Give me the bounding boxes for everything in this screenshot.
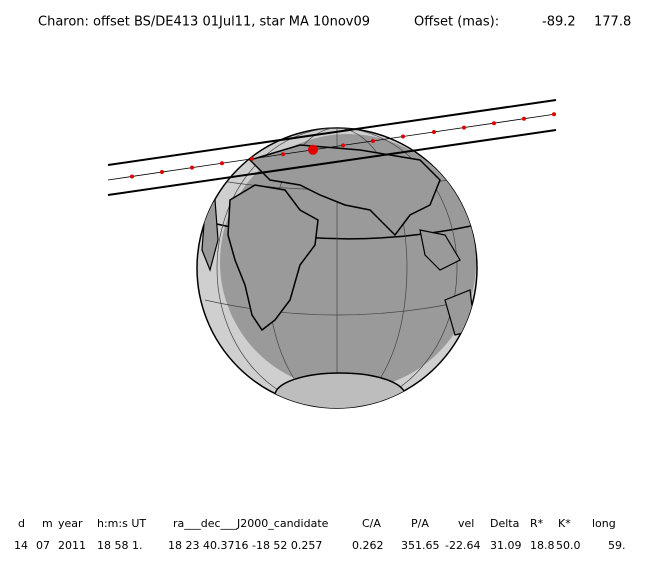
column-header: K* — [558, 517, 571, 530]
column-header: R* — [530, 517, 544, 530]
cell: 18 58 1. — [97, 539, 142, 552]
cell: 18 23 40.3716 -18 52 0.257 — [168, 539, 322, 552]
column-header: d — [18, 517, 25, 530]
column-header: C/A — [362, 517, 381, 530]
cell: 2011 — [58, 539, 86, 552]
column-header: ra___dec___J2000_candidate — [173, 517, 329, 530]
column-header: long — [592, 517, 616, 530]
column-header: vel — [458, 517, 474, 530]
table-row: 14 07 2011 18 58 1. 18 23 40.3716 -18 52 0.2… — [14, 539, 626, 552]
globe — [196, 127, 478, 409]
shadow-track — [107, 99, 557, 196]
cell: -22.64 — [445, 539, 480, 552]
column-header: Delta — [490, 517, 519, 530]
offset-x: -89.2 — [542, 15, 576, 30]
column-header: year — [58, 517, 83, 530]
offset-y: 177.8 — [594, 15, 631, 30]
cell: 351.65 — [401, 539, 440, 552]
column-header: P/A — [411, 517, 429, 530]
cell: 18.8 — [530, 539, 555, 552]
column-header: m — [42, 517, 53, 530]
cell: 0.262 — [352, 539, 384, 552]
cell: 07 — [36, 539, 50, 552]
cell: 59. — [608, 539, 626, 552]
title: Charon: offset BS/DE413 01Jul11, star MA… — [38, 15, 370, 30]
table-header: d m year h:m:s UT ra___dec___J2000_candidate… — [18, 517, 616, 530]
cell: 31.09 — [490, 539, 522, 552]
cell: 50.0 — [556, 539, 581, 552]
offset-label: Offset (mas): — [414, 15, 499, 30]
column-header: h:m:s UT — [97, 517, 146, 530]
cell: 14 — [14, 539, 28, 552]
